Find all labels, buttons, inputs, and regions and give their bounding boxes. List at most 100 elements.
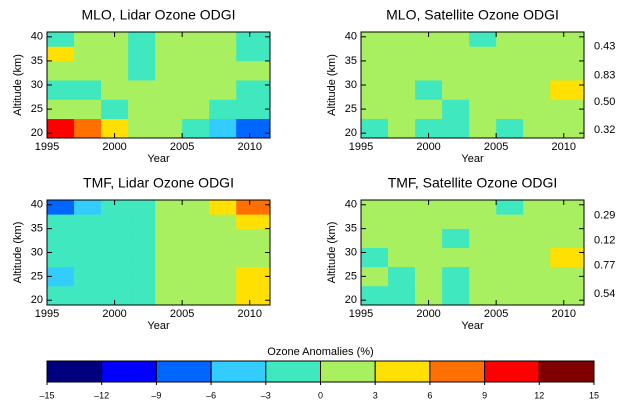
heatmap-cell [442,214,470,229]
heatmap-cell [550,80,585,100]
x-axis-label: Year [147,320,170,332]
y-tick-label: 35 [31,55,43,67]
colorbar-segment [320,360,376,383]
heatmap-cell [496,118,524,139]
heatmap-cell [155,285,183,306]
heatmap-cell [155,247,183,268]
heatmap-cell [74,80,102,100]
heatmap-cell [415,99,443,120]
heatmap-cell [415,118,443,139]
heatmap-cell [47,214,75,229]
heatmap-cell [442,60,470,81]
heatmap-cell [155,118,183,139]
heatmap-cell [74,99,102,120]
heatmap-cell [523,214,551,229]
heatmap-cell [155,46,183,62]
heatmap-cell [128,200,156,215]
heatmap-cell [442,99,470,120]
heatmap-cell [128,118,156,139]
heatmap-cell [155,266,183,287]
colorbar-segment [265,360,321,383]
heatmap-cell [236,214,271,229]
heatmap-cell [523,80,551,100]
heatmap-cell [388,46,416,62]
heatmap-cell [388,118,416,139]
heatmap-cell [415,80,443,100]
heatmap-cell [101,80,129,100]
heatmap-cell [550,46,585,62]
heatmap-cell [209,118,237,139]
heatmap-cell [155,200,183,215]
heatmap-cell [469,80,497,100]
colorbar-segment [538,360,595,383]
heatmap-cell [523,228,551,249]
heatmap-cell [182,46,210,62]
heatmap-cell [550,32,585,47]
colorbar-segment [101,360,157,383]
heatmap-cell [47,200,75,215]
heatmap-cell [47,32,75,47]
heatmap-cell [236,80,271,100]
y-tick-label: 25 [31,103,43,115]
heatmap-cell [496,266,524,287]
heatmap-cell [128,80,156,100]
heatmap-cell [496,228,524,249]
y-tick-label: 25 [31,270,43,282]
heatmap-cell [415,285,443,306]
colorbar-tick-label: 0 [318,390,323,400]
heatmap-cell [236,99,271,120]
x-tick-label: 2005 [484,141,508,153]
y-tick-label: 40 [31,31,43,43]
heatmap-cell [236,285,271,306]
x-axis-label: Year [461,153,484,165]
heatmap-cell [550,118,585,139]
heatmap-cell [550,214,585,229]
heatmap-cell [101,99,129,120]
x-tick-label: 1995 [349,308,373,320]
heatmap-cell [523,200,551,215]
heatmap-cell [415,32,443,47]
colorbar-tick-label: –3 [261,390,271,400]
heatmap-cell [74,60,102,81]
heatmap-cell [442,266,470,287]
colorbar-segment [374,360,431,383]
x-tick-label: 2005 [170,308,194,320]
heatmap-cell [442,80,470,100]
heatmap-cell [47,247,75,268]
heatmap-cell [182,60,210,81]
heatmap-cell [101,247,129,268]
heatmap-cell [155,228,183,249]
heatmap-cell [415,228,443,249]
chart-title: TMF, Satellite Ozone ODGI [388,175,558,191]
y-tick-label: 35 [345,55,357,67]
y-tick-label: 30 [31,246,43,258]
colorbar-tick-label: 6 [427,390,432,400]
heatmap-cell [182,118,210,139]
heatmap-cell [47,228,75,249]
heatmap-cell [128,99,156,120]
heatmap-cell [101,60,129,81]
heatmap-cell [550,247,585,268]
heatmap-cell [388,228,416,249]
heatmap-cell [209,285,237,306]
heatmap-cell [101,285,129,306]
heatmap-cell [47,118,75,139]
heatmap-cell [523,46,551,62]
heatmap-cell [388,266,416,287]
x-tick-label: 1995 [35,141,59,153]
colorbar-tick-label: 3 [373,390,378,400]
heatmap-cell [236,118,271,139]
heatmap-cell [496,200,524,215]
colorbar-tick-label: –12 [94,390,109,400]
heatmap-cell [74,228,102,249]
x-tick-label: 2010 [551,308,575,320]
heatmap-cell [361,266,389,287]
heatmap-cell [388,80,416,100]
heatmap-cell [415,214,443,229]
y-tick-label: 30 [31,79,43,91]
chart-title: TMF, Lidar Ozone ODGI [83,175,234,191]
colorbar-tick-label: 15 [589,390,599,400]
heatmap-cell [182,214,210,229]
heatmap-cell [361,200,389,215]
heatmap-cell [128,46,156,62]
